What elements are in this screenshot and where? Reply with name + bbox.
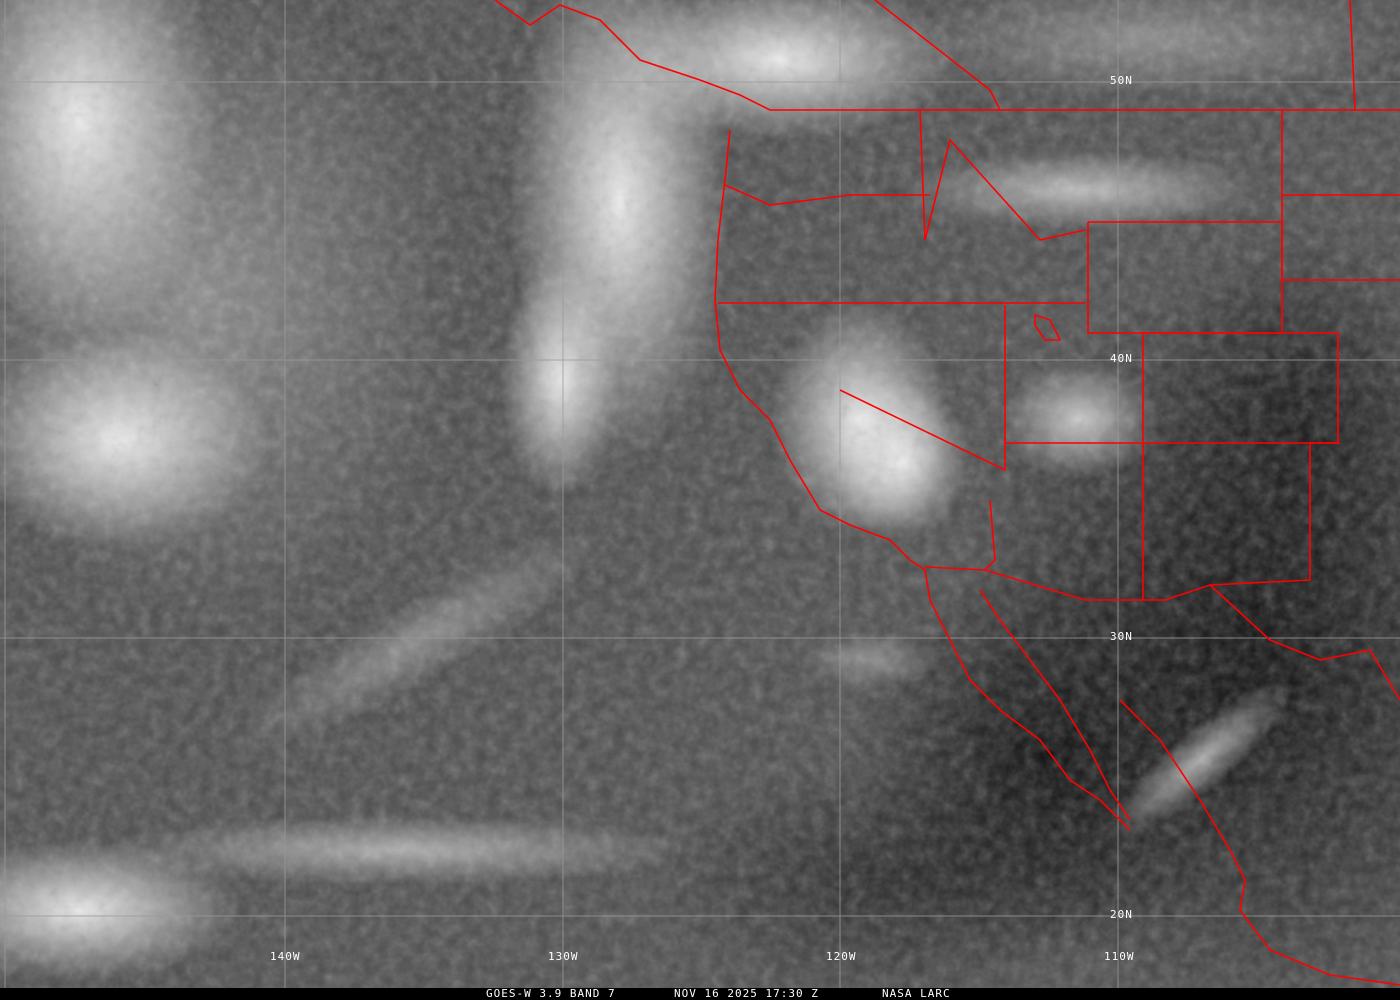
lat-label-40n: 40N (1110, 352, 1133, 365)
coastline-west (714, 129, 1131, 831)
great-salt-lake (1034, 314, 1062, 341)
source-label: NASA LARC (882, 987, 951, 1000)
co-nm-border (1143, 332, 1339, 580)
baja-gulf-coast (979, 589, 1131, 821)
mexico-coast (1119, 699, 1400, 986)
lon-label-120w: 120W (826, 950, 857, 963)
lon-label-130w: 130W (548, 950, 579, 963)
lon-label-110w: 110W (1104, 950, 1135, 963)
lat-label-30n: 30N (1110, 630, 1133, 643)
satellite-band-label: GOES-W 3.9 BAND 7 (486, 987, 616, 1000)
mex-us-border (924, 566, 1311, 601)
image-caption-bar: GOES-W 3.9 BAND 7 NOV 16 2025 17:30 Z NA… (0, 988, 1400, 1000)
canada-internal (874, 0, 1001, 111)
id-border (919, 109, 1086, 241)
nv-ca-border (839, 305, 1006, 472)
mt-border (1281, 110, 1400, 281)
lat-label-20n: 20N (1110, 908, 1133, 921)
canada-internal-2 (1349, 0, 1356, 111)
lon-label-140w: 140W (270, 950, 301, 963)
ca-az-line (984, 499, 996, 571)
political-borders (494, 0, 1400, 986)
lat-label-50n: 50N (1110, 74, 1133, 87)
coastline-bc (494, 0, 771, 111)
timestamp-label: NOV 16 2025 17:30 Z (674, 987, 819, 1000)
wa-or-border (724, 184, 930, 206)
ut-co-border (1087, 221, 1283, 334)
mex-us-border-east (1209, 584, 1400, 701)
